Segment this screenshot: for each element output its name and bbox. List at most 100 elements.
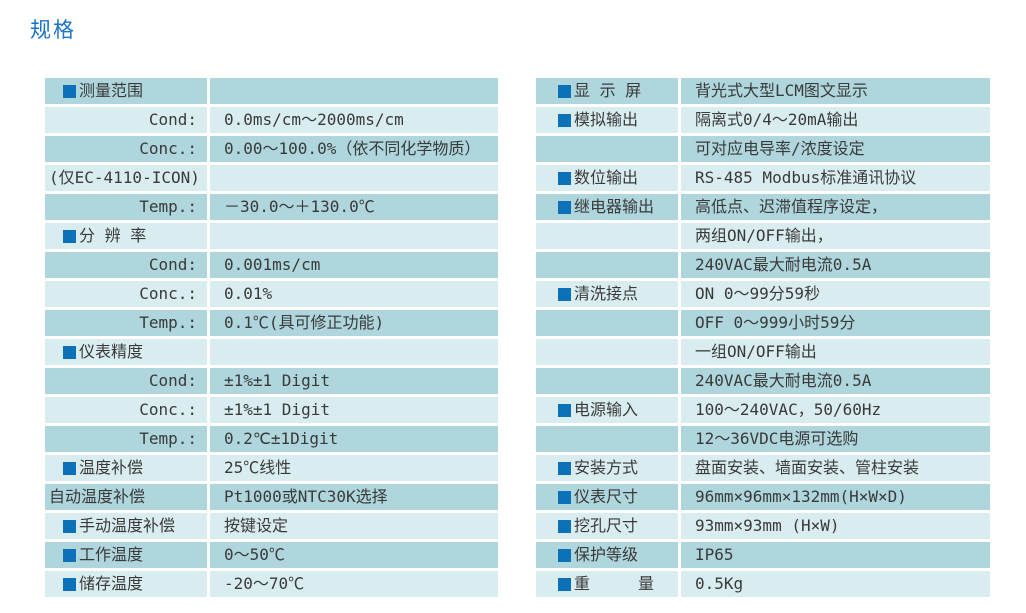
bullet-square-icon (558, 461, 571, 475)
spec-label-cell (536, 310, 678, 336)
bullet-square-icon (63, 461, 76, 475)
spec-row: 两组ON/OFF输出， (536, 223, 990, 249)
spec-row: 240VAC最大耐电流0.5A (536, 368, 990, 394)
bullet-square-icon (558, 403, 571, 417)
spec-row: 240VAC最大耐电流0.5A (536, 252, 990, 278)
spec-label-cell (536, 136, 678, 162)
spec-label-cell: 挖孔尺寸 (536, 513, 678, 539)
spec-label-cell: (仅EC-4110-ICON) (45, 165, 207, 191)
spec-row: 温度补偿 25℃线性 (45, 455, 498, 481)
spec-label-cell: 手动温度补偿 (45, 513, 207, 539)
bullet-square-icon (63, 84, 76, 98)
spec-label-cell: 温度补偿 (45, 455, 207, 481)
spec-label-text: 清洗接点 (574, 284, 639, 303)
spec-value-cell: RS-485 Modbus标准通讯协议 (681, 165, 990, 191)
spec-row: Conc.: 0.00～100.0%（依不同化学物质） (45, 136, 498, 162)
spec-label-cell: 显 示 屏 (536, 78, 678, 104)
spec-label-cell: 工作温度 (45, 542, 207, 568)
spec-label-cell: Temp.: (45, 194, 207, 220)
spec-label-text: 自动温度补偿 (49, 487, 146, 506)
spec-value-cell: 0.5Kg (681, 571, 990, 597)
spec-row: 清洗接点 ON 0～99分59秒 (536, 281, 990, 307)
spec-label-text: Temp.: (139, 313, 197, 332)
spec-label-cell: Conc.: (45, 136, 207, 162)
spec-label-text: 模拟输出 (574, 110, 639, 129)
spec-value-cell: 93mm×93mm (H×W) (681, 513, 990, 539)
spec-value-cell: -20～70℃ (210, 571, 498, 597)
spec-label-cell: 继电器输出 (536, 194, 678, 220)
spec-value-cell: 0.2℃±1Digit (210, 426, 498, 452)
spec-value-cell: OFF 0～999小时59分 (681, 310, 990, 336)
spec-row: Cond: 0.0ms/cm～2000ms/cm (45, 107, 498, 133)
bullet-square-icon (63, 548, 76, 562)
spec-label-text: 安装方式 (574, 458, 639, 477)
bullet-square-icon (558, 577, 571, 591)
spec-label-text: Temp.: (139, 197, 197, 216)
spec-label-cell: 仪表尺寸 (536, 484, 678, 510)
spec-label-cell: 自动温度补偿 (45, 484, 207, 510)
spec-value-cell: 一组ON/OFF输出 (681, 339, 990, 365)
spec-label-text: 数位输出 (574, 168, 639, 187)
spec-value-cell: 96mm×96mm×132mm(H×W×D) (681, 484, 990, 510)
spec-row: 继电器输出 高低点、迟滞值程序设定， (536, 194, 990, 220)
spec-value-cell: 12～36VDC电源可选购 (681, 426, 990, 452)
spec-label-text: Temp.: (139, 429, 197, 448)
spec-value-cell: 0.1℃(具可修正功能) (210, 310, 498, 336)
spec-value-cell: ±1%±1 Digit (210, 397, 498, 423)
spec-row: 模拟输出 隔离式0/4～20mA输出 (536, 107, 990, 133)
spec-row: 安装方式 盘面安装、墙面安装、管柱安装 (536, 455, 990, 481)
spec-row: OFF 0～999小时59分 (536, 310, 990, 336)
spec-value-cell: 两组ON/OFF输出， (681, 223, 990, 249)
spec-row: 数位输出 RS-485 Modbus标准通讯协议 (536, 165, 990, 191)
spec-row: Conc.: ±1%±1 Digit (45, 397, 498, 423)
spec-value-cell: 按键设定 (210, 513, 498, 539)
spec-row: 手动温度补偿 按键设定 (45, 513, 498, 539)
spec-row: 一组ON/OFF输出 (536, 339, 990, 365)
spec-row: 12～36VDC电源可选购 (536, 426, 990, 452)
spec-value-cell: 可对应电导率/浓度设定 (681, 136, 990, 162)
bullet-square-icon (63, 577, 76, 591)
spec-row: 仪表尺寸 96mm×96mm×132mm(H×W×D) (536, 484, 990, 510)
spec-value-cell (210, 165, 498, 191)
spec-label-cell: 安装方式 (536, 455, 678, 481)
bullet-square-icon (558, 171, 571, 185)
spec-label-cell (536, 223, 678, 249)
bullet-square-icon (558, 548, 571, 562)
spec-row: Temp.: 0.2℃±1Digit (45, 426, 498, 452)
spec-row: 挖孔尺寸 93mm×93mm (H×W) (536, 513, 990, 539)
spec-label-cell: 储存温度 (45, 571, 207, 597)
spec-label-text: 挖孔尺寸 (574, 516, 639, 535)
spec-label-text: 分 辨 率 (79, 226, 147, 245)
spec-label-cell: Cond: (45, 107, 207, 133)
spec-label-text: (仅EC-4110-ICON) (49, 168, 200, 187)
spec-label-cell: 重 量 (536, 571, 678, 597)
spec-label-cell: Conc.: (45, 397, 207, 423)
spec-row: 工作温度 0～50℃ (45, 542, 498, 568)
bullet-square-icon (558, 200, 571, 214)
spec-value-cell: ON 0～99分59秒 (681, 281, 990, 307)
spec-label-cell: 分 辨 率 (45, 223, 207, 249)
spec-row: Conc.: 0.01% (45, 281, 498, 307)
spec-row: 分 辨 率 (45, 223, 498, 249)
spec-row: Temp.: －30.0～＋130.0℃ (45, 194, 498, 220)
spec-value-cell: 100～240VAC，50/60Hz (681, 397, 990, 423)
spec-value-cell: 240VAC最大耐电流0.5A (681, 368, 990, 394)
spec-row: 仪表精度 (45, 339, 498, 365)
spec-row: (仅EC-4110-ICON) (45, 165, 498, 191)
spec-row: 自动温度补偿 Pt1000或NTC30K选择 (45, 484, 498, 510)
spec-row: Temp.: 0.1℃(具可修正功能) (45, 310, 498, 336)
spec-label-text: 手动温度补偿 (79, 516, 176, 535)
page-title: 规格 (30, 19, 76, 42)
spec-value-cell: 高低点、迟滞值程序设定， (681, 194, 990, 220)
spec-row: 可对应电导率/浓度设定 (536, 136, 990, 162)
spec-row: 储存温度 -20～70℃ (45, 571, 498, 597)
spec-label-text: Conc.: (139, 139, 197, 158)
spec-value-cell: 隔离式0/4～20mA输出 (681, 107, 990, 133)
spec-label-text: 储存温度 (79, 574, 144, 593)
spec-label-text: 重 量 (574, 574, 655, 593)
spec-row: Cond: 0.001ms/cm (45, 252, 498, 278)
spec-label-cell (536, 368, 678, 394)
bullet-square-icon (63, 519, 76, 533)
spec-label-text: 仪表精度 (79, 342, 144, 361)
